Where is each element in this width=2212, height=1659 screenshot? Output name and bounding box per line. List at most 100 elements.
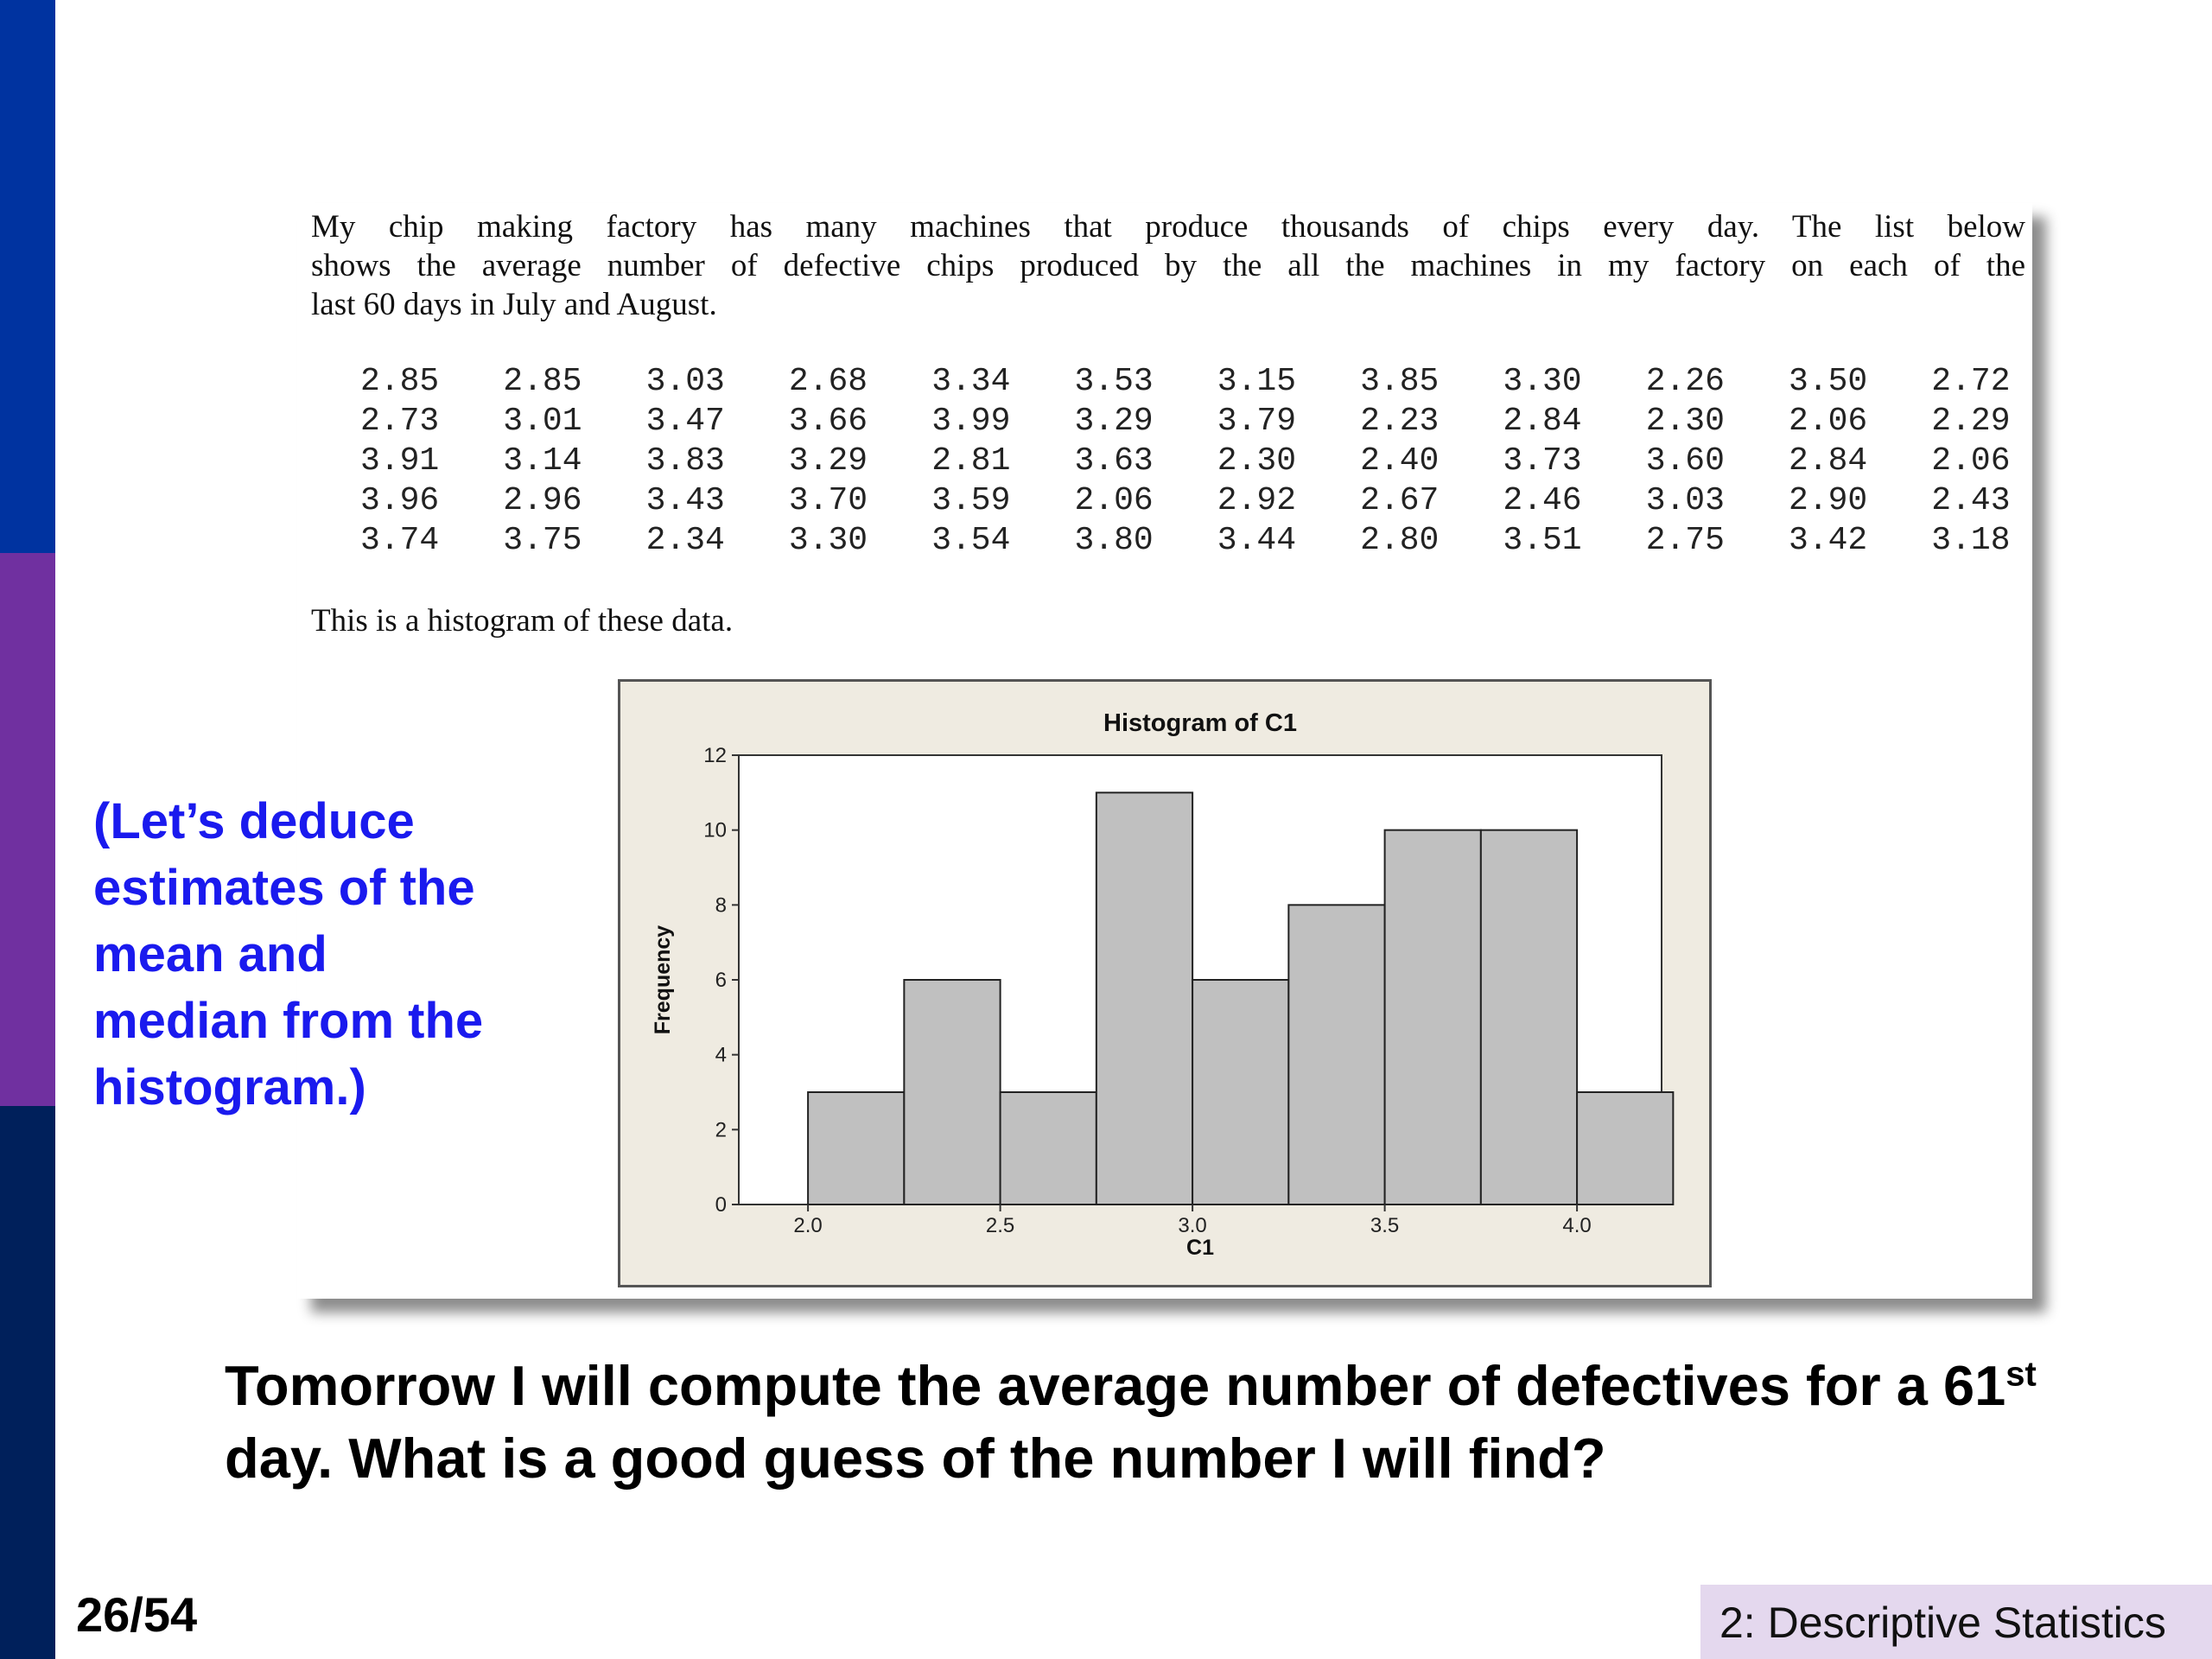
side-bar-purple-segment: [0, 553, 55, 1106]
question-ordinal-suffix: st: [2005, 1355, 2037, 1394]
histogram-bar: [807, 1091, 906, 1205]
data-cell: 3.51: [1503, 522, 1582, 559]
data-cell: 3.53: [1074, 363, 1154, 400]
data-cell: 3.42: [1789, 522, 1868, 559]
data-cell: 3.14: [503, 442, 582, 480]
data-cell: 2.06: [1074, 482, 1154, 519]
data-cell: 3.75: [503, 522, 582, 559]
data-cell: 2.96: [503, 482, 582, 519]
histogram-bar: [1095, 791, 1194, 1205]
data-cell: 2.67: [1360, 482, 1440, 519]
data-cell: 3.74: [360, 522, 440, 559]
x-tick-label: 3.5: [1370, 1214, 1399, 1237]
histogram-bar: [1383, 829, 1482, 1206]
side-color-bar: [0, 0, 55, 1659]
histogram-caption: This is a histogram of these data.: [311, 603, 734, 639]
data-cell: 3.96: [360, 482, 440, 519]
data-cell: 3.29: [1074, 403, 1154, 440]
data-cell: 2.84: [1789, 442, 1868, 480]
data-cell: 2.43: [1931, 482, 2011, 519]
data-cell: 3.30: [788, 522, 868, 559]
side-bar-blue-segment: [0, 0, 55, 553]
data-cell: 2.68: [788, 363, 868, 400]
data-cell: 2.46: [1503, 482, 1582, 519]
question-part-1: Tomorrow I will compute the average numb…: [225, 1354, 2006, 1417]
data-cell: 3.70: [788, 482, 868, 519]
data-cell: 3.47: [645, 403, 725, 440]
data-cell: 3.60: [1645, 442, 1725, 480]
data-cell: 3.99: [931, 403, 1011, 440]
data-cell: 3.18: [1931, 522, 2011, 559]
histogram-bar: [903, 979, 1001, 1205]
data-cell: 3.79: [1217, 403, 1297, 440]
data-cell: 3.43: [645, 482, 725, 519]
question-part-2: day. What is a good guess of the number …: [225, 1427, 1606, 1490]
question-text: Tomorrow I will compute the average numb…: [225, 1350, 2126, 1495]
x-axis-label: C1: [1186, 1236, 1214, 1260]
data-cell: 3.15: [1217, 363, 1297, 400]
histogram-bar: [1192, 979, 1290, 1205]
data-cell: 3.59: [931, 482, 1011, 519]
histogram-bar: [999, 1091, 1097, 1205]
data-cell: 2.40: [1360, 442, 1440, 480]
histogram-chart: 2.0 2.5 3.0 3.5 4.0 0 2 4 6 8 10 12 Histogram of C1 C…: [651, 709, 1675, 1260]
data-cell: 3.29: [788, 442, 868, 480]
data-cell: 2.34: [645, 522, 725, 559]
data-cell: 3.50: [1789, 363, 1868, 400]
data-cell: 3.80: [1074, 522, 1154, 559]
data-cell: 2.23: [1360, 403, 1440, 440]
y-tick-label: 10: [703, 819, 727, 842]
data-cell: 2.84: [1503, 403, 1582, 440]
data-cell: 2.29: [1931, 403, 2011, 440]
data-cell: 2.81: [931, 442, 1011, 480]
data-cell: 2.85: [360, 363, 440, 400]
y-tick-label: 12: [703, 744, 727, 767]
data-cell: 3.34: [931, 363, 1011, 400]
data-cell: 3.73: [1503, 442, 1582, 480]
data-cell: 2.72: [1931, 363, 2011, 400]
data-cell: 3.91: [360, 442, 440, 480]
deduce-note: (Let’s deduce estimates of the mean and …: [93, 793, 484, 1116]
x-tick-label: 2.0: [793, 1214, 822, 1237]
data-cell: 2.26: [1645, 363, 1725, 400]
y-tick-label: 6: [715, 969, 727, 992]
footer-section-title: 2: Descriptive Statistics: [1719, 1599, 2166, 1647]
data-cell: 3.44: [1217, 522, 1297, 559]
data-cell: 3.54: [931, 522, 1011, 559]
histogram-bar: [1287, 904, 1386, 1205]
y-axis-label: Frequency: [651, 925, 675, 1035]
page-number: 26/54: [76, 1587, 198, 1642]
chart-title: Histogram of C1: [1103, 709, 1297, 737]
data-cell: 3.30: [1503, 363, 1582, 400]
data-cell: 2.73: [360, 403, 440, 440]
data-cell: 2.90: [1789, 482, 1868, 519]
x-tick-label: 4.0: [1562, 1214, 1591, 1237]
histogram-bar: [1479, 829, 1579, 1206]
intro-text: My chip making factory has many machines…: [311, 207, 2025, 285]
data-cell: 3.66: [788, 403, 868, 440]
side-bar-navy-segment: [0, 1106, 55, 1659]
data-cell: 2.06: [1931, 442, 2011, 480]
data-cell: 2.92: [1217, 482, 1297, 519]
data-cell: 2.85: [503, 363, 582, 400]
data-cell: 2.06: [1789, 403, 1868, 440]
histogram-bar: [1576, 1091, 1675, 1205]
y-tick-label: 2: [715, 1118, 727, 1141]
data-cell: 2.75: [1645, 522, 1725, 559]
data-cell: 3.63: [1074, 442, 1154, 480]
intro-line-2: shows the average number of defective ch…: [311, 248, 2025, 283]
y-tick-label: 0: [715, 1193, 727, 1217]
data-cell: 2.30: [1645, 403, 1725, 440]
data-cell: 3.83: [645, 442, 725, 480]
footer-tag: [1700, 1585, 2212, 1659]
x-tick-label: 2.5: [986, 1214, 1014, 1237]
y-tick-label: 8: [715, 893, 727, 917]
data-cell: 2.30: [1217, 442, 1297, 480]
data-cell: 3.85: [1360, 363, 1440, 400]
data-cell: 3.03: [645, 363, 725, 400]
data-cell: 3.01: [503, 403, 582, 440]
intro-line-3: last 60 days in July and August.: [311, 287, 717, 322]
intro-line-1: My chip making factory has many machines…: [311, 209, 2025, 245]
x-tick-label: 3.0: [1178, 1214, 1206, 1237]
data-cell: 3.03: [1645, 482, 1725, 519]
